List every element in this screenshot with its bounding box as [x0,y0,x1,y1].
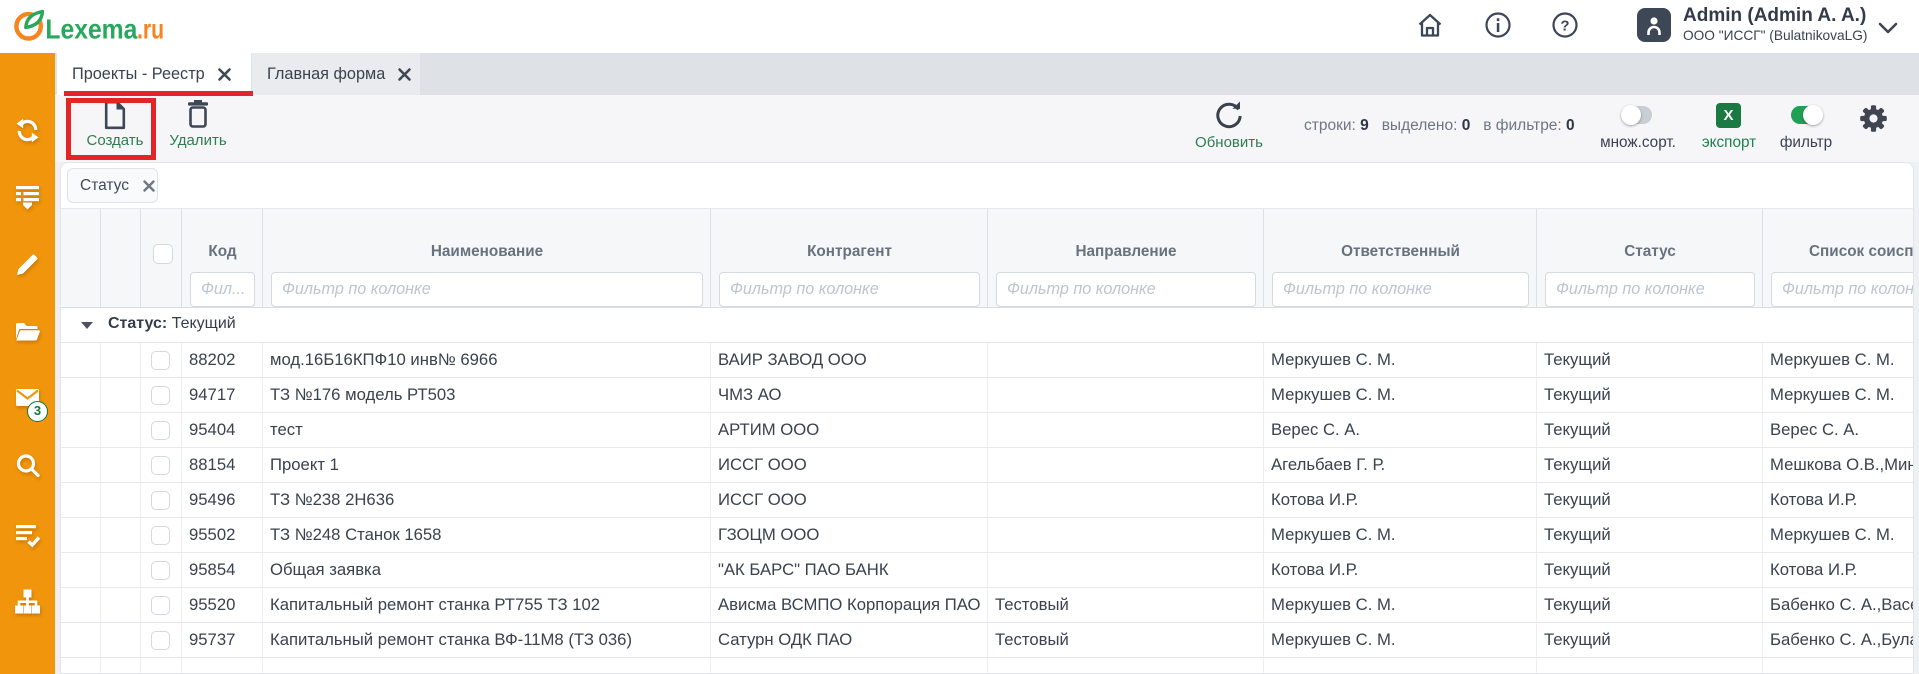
svg-text:.ru: .ru [137,14,164,45]
svg-text:Lexema: Lexema [45,14,137,45]
svg-text:?: ? [1560,18,1569,35]
